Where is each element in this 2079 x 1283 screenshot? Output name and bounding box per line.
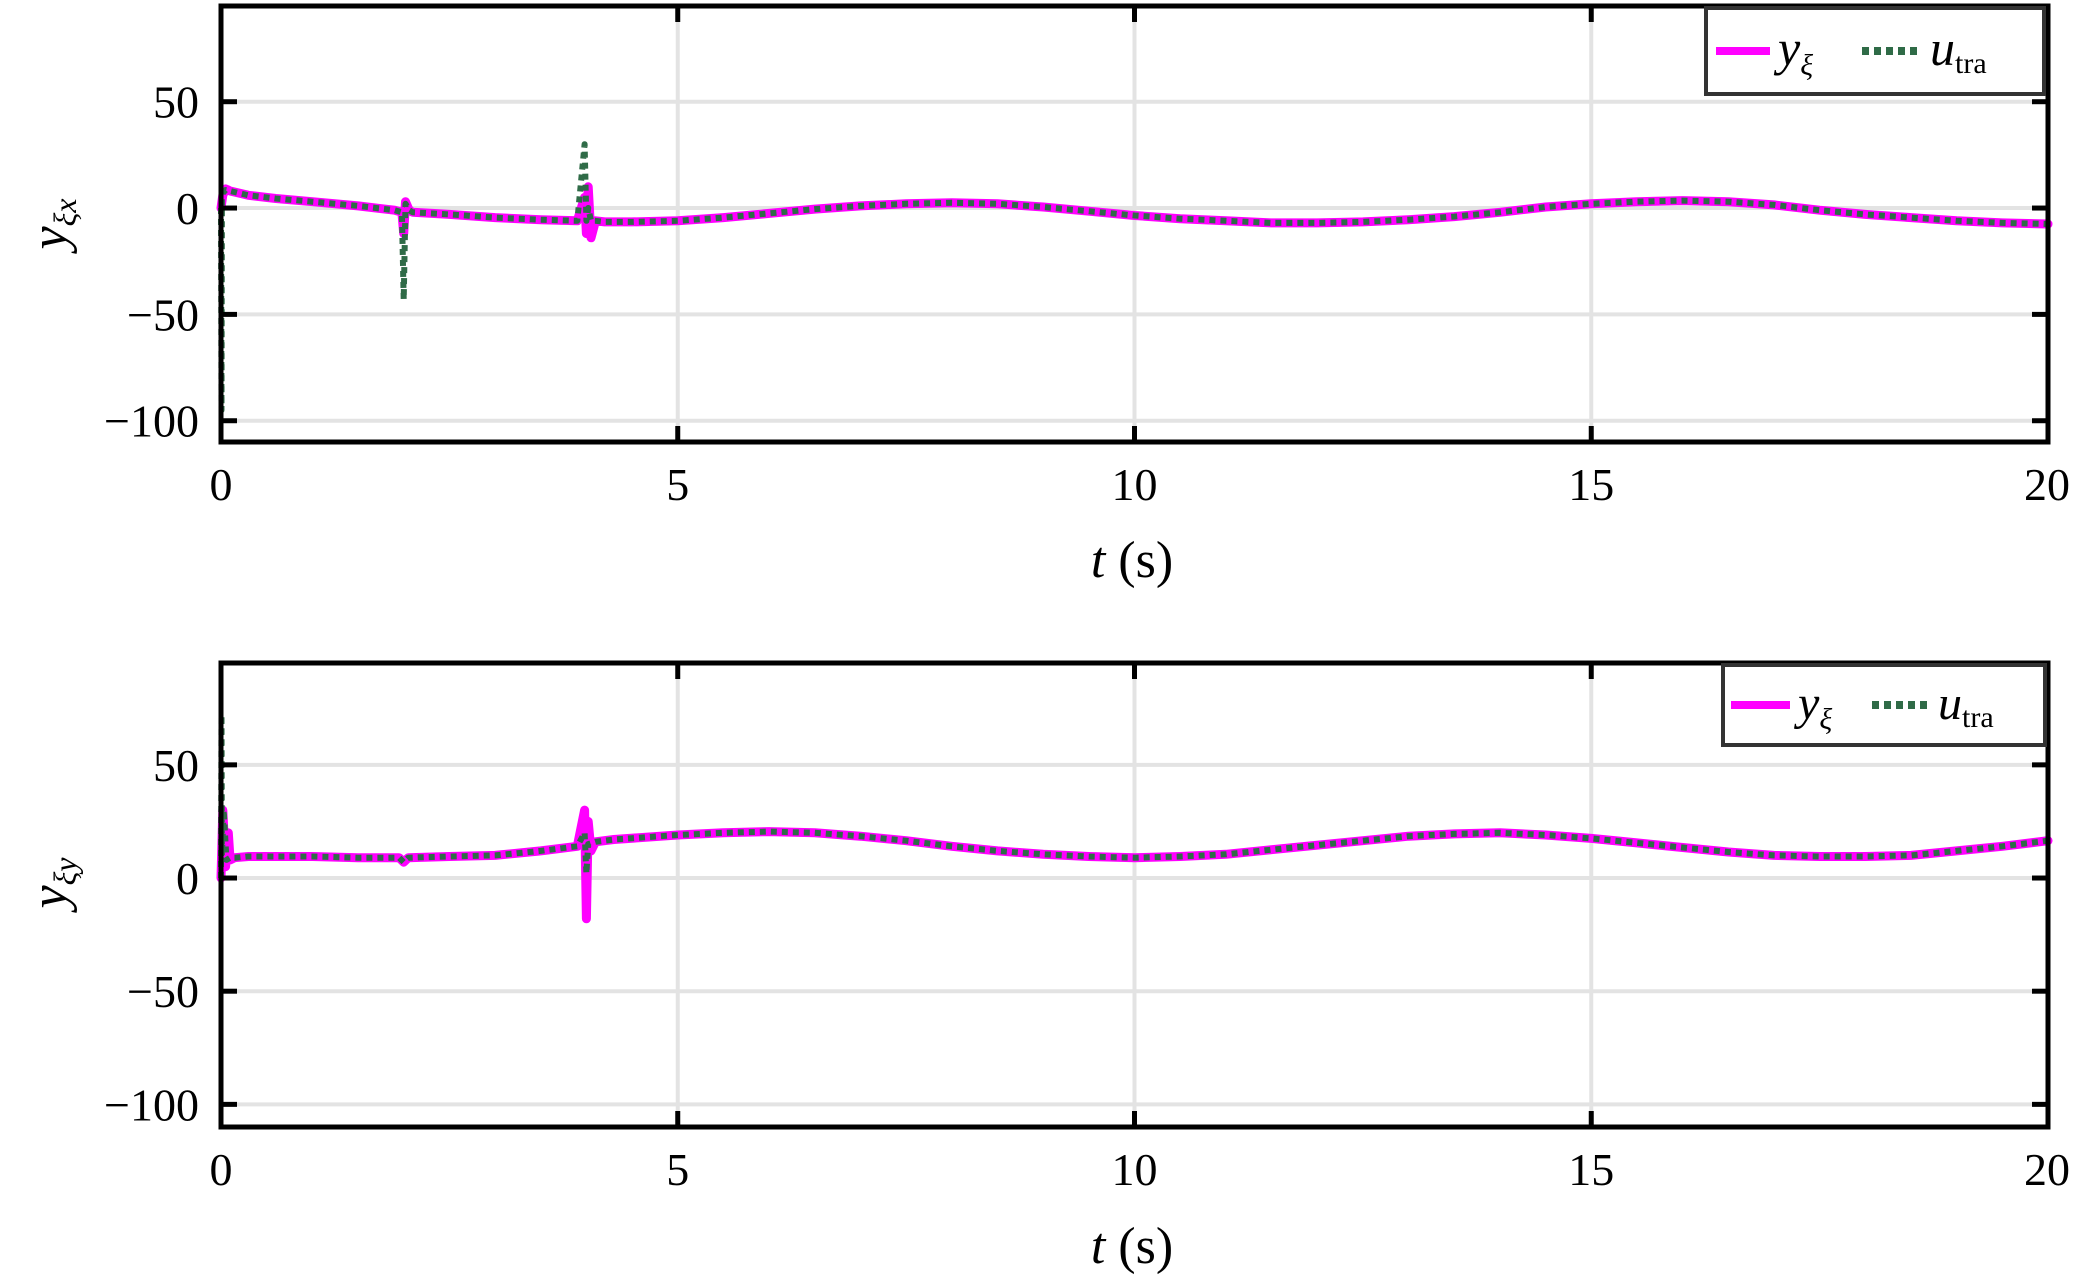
series-layer	[216, 141, 2053, 414]
grid	[219, 663, 2050, 1127]
legend-label-y: yξ	[1773, 20, 1813, 82]
y-tick-label: 50	[153, 77, 199, 128]
x-axis-label: t (s)	[1091, 532, 1173, 589]
x-tick-label: 5	[666, 459, 689, 510]
y-tick-label: 50	[153, 740, 199, 791]
x-axis-label-unit: (s)	[1105, 532, 1173, 589]
x-tick-label: 10	[1112, 459, 1158, 510]
x-axis-label: t (s)	[1091, 1218, 1173, 1275]
series-layer	[216, 712, 2053, 924]
x-tick-label: 20	[2024, 459, 2070, 510]
x-tick-label: 10	[1112, 1144, 1158, 1195]
ticks: 0 5 10 15 20 −100 −50 0 50	[104, 663, 2070, 1195]
series-line-u-tra	[218, 141, 2049, 414]
chart-panel-x: 0 5 10 15 20 −100 −50 0 50 t (s) yξx yξ utra	[21, 3, 2070, 589]
y-tick-label: 0	[176, 853, 199, 904]
x-axis-label-var: t	[1091, 1218, 1107, 1275]
y-tick-label: 0	[176, 183, 199, 234]
y-axis-label-var: y	[21, 226, 78, 255]
legend: yξ utra	[1704, 6, 2046, 96]
legend-label-u: utra	[1938, 677, 1994, 734]
x-tick-label: 5	[666, 1144, 689, 1195]
x-tick-label: 20	[2024, 1144, 2070, 1195]
y-axis-label-sub: ξx	[47, 199, 83, 227]
x-tick-label: 15	[1568, 1144, 1614, 1195]
x-tick-label: 15	[1568, 459, 1614, 510]
y-axis-label: yξy	[21, 857, 83, 914]
legend: yξ utra	[1721, 663, 2047, 747]
legend-label-y: yξ	[1793, 677, 1832, 736]
y-axis-label-var: y	[21, 885, 78, 914]
ticks: 0 5 10 15 20 −100 −50 0 50	[104, 6, 2070, 510]
y-tick-label: −100	[104, 396, 199, 447]
y-axis-label: yξx	[21, 199, 83, 255]
x-axis-label-unit: (s)	[1105, 1218, 1173, 1275]
legend-box	[1721, 663, 2047, 747]
x-tick-label: 0	[210, 1144, 233, 1195]
x-axis-label-var: t	[1091, 532, 1107, 589]
y-tick-label: −100	[104, 1079, 199, 1130]
y-tick-label: −50	[127, 289, 199, 340]
series-line-u-tra	[218, 712, 2049, 879]
y-tick-label: −50	[127, 966, 199, 1017]
x-tick-label: 0	[210, 459, 233, 510]
y-axis-label-sub: ξy	[47, 857, 83, 886]
legend-label-u: utra	[1930, 20, 1987, 80]
